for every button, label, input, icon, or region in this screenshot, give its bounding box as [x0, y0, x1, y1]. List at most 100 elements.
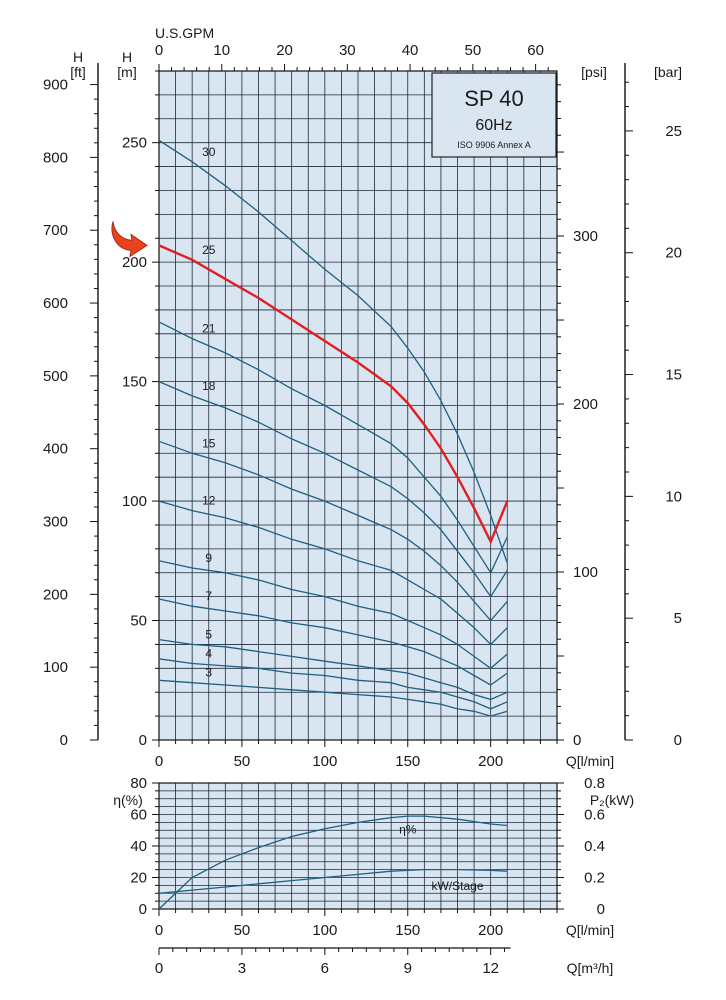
curve-label-15: 15 — [202, 436, 216, 450]
gpm-axis-label: U.S.GPM — [155, 25, 214, 41]
m3h-tick-label: 9 — [404, 960, 412, 977]
ft-tick-label: 500 — [43, 368, 68, 385]
ft-tick-label: 900 — [43, 77, 68, 94]
head-curve-panel: 30 25 21 18 15 12 9 7 5 4 3 — [111, 70, 558, 741]
ft-tick-label: 0 — [60, 732, 68, 749]
bar-tick-label: 0 — [674, 732, 682, 749]
ft-tick-label: 100 — [43, 659, 68, 676]
ft-tick-label: 700 — [43, 222, 68, 239]
power-curve-label: kW/Stage — [431, 879, 483, 893]
gpm-tick-label: 30 — [339, 42, 356, 59]
curve-label-25: 25 — [202, 243, 216, 257]
m3h-tick-label: 0 — [155, 960, 163, 977]
bar-tick-label: 25 — [665, 123, 682, 140]
eta-tick-label: 40 — [130, 838, 147, 855]
curve-label-21: 21 — [202, 322, 216, 336]
bar-tick-label: 15 — [665, 367, 682, 384]
m3h-axis-label: Q[m³/h] — [567, 960, 614, 976]
flow2-tick-label: 100 — [312, 922, 337, 939]
flow2-tick-label: 200 — [478, 922, 503, 939]
head-curve-4 — [158, 658, 508, 710]
head-curve-18 — [158, 381, 508, 598]
power-axis-label: P₂(kW) — [590, 792, 634, 808]
title-standard: ISO 9906 Annex A — [457, 140, 531, 150]
ft-tick-label: 200 — [43, 586, 68, 603]
eta-curve — [158, 815, 508, 910]
head-curve-30 — [158, 139, 508, 564]
psi-tick-label: 0 — [573, 732, 581, 749]
curve-label-5: 5 — [205, 627, 212, 641]
flow-tick-label: 150 — [395, 753, 420, 770]
curve-label-3: 3 — [205, 666, 212, 680]
flow-tick-label: 200 — [478, 753, 503, 770]
eta-axis-label: η(%) — [113, 792, 143, 808]
eta-curve-label: η% — [399, 822, 417, 836]
head-curve-5 — [158, 638, 508, 701]
power-tick-label: 0 — [597, 901, 605, 918]
title-main: SP 40 — [464, 86, 524, 111]
curve-label-30: 30 — [202, 145, 216, 159]
psi-tick-label: 100 — [573, 564, 598, 581]
gpm-tick-label: 0 — [155, 42, 163, 59]
head-curve-3 — [158, 679, 508, 717]
power-curve — [158, 868, 508, 894]
title-box: SP 40 60Hz ISO 9906 Annex A — [431, 72, 557, 158]
head-curve-21 — [158, 321, 508, 575]
flow-tick-label: 50 — [234, 753, 251, 770]
flow-tick-label: 100 — [312, 753, 337, 770]
m-tick-label: 0 — [139, 732, 147, 749]
power-tick-label: 0.4 — [584, 838, 605, 855]
flow2-tick-label: 50 — [234, 922, 251, 939]
eta-tick-label: 80 — [130, 775, 147, 792]
psi-tick-label: 300 — [573, 228, 598, 245]
title-freq: 60Hz — [475, 117, 512, 134]
m-tick-label: 250 — [122, 135, 147, 152]
m-tick-label: 150 — [122, 374, 147, 391]
flow2-tick-label: 0 — [155, 922, 163, 939]
highlight-arrow-icon — [111, 221, 148, 258]
m3h-tick-label: 12 — [482, 960, 499, 977]
ft-tick-label: 300 — [43, 514, 68, 531]
psi-axis-label: [psi] — [581, 64, 607, 80]
flow2-axis-label: Q[l/min] — [566, 922, 614, 938]
flow-tick-label: 0 — [155, 753, 163, 770]
curve-label-12: 12 — [202, 494, 216, 508]
m-tick-label: 50 — [130, 613, 147, 630]
power-tick-label: 0.2 — [584, 870, 605, 887]
ft-axis-label-unit: [ft] — [70, 64, 86, 80]
head-curve-7 — [158, 598, 508, 686]
ft-tick-label: 400 — [43, 441, 68, 458]
head-curve-25 — [158, 244, 509, 545]
bar-axis-label: [bar] — [654, 64, 682, 80]
m-axis-label-unit: [m] — [117, 64, 136, 80]
efficiency-power-panel: η% kW/Stage — [158, 782, 558, 910]
eta-tick-label: 20 — [130, 870, 147, 887]
power-tick-label: 0.8 — [584, 775, 605, 792]
ft-axis-label-h: H — [73, 49, 83, 65]
axes-layer: 0100200300400500600700800900H[ft]0501001… — [43, 25, 682, 977]
ft-tick-label: 800 — [43, 149, 68, 166]
title-box-frame — [431, 72, 557, 158]
curve-label-4: 4 — [205, 647, 212, 661]
curve-label-9: 9 — [205, 551, 212, 565]
eta-tick-label: 0 — [139, 901, 147, 918]
flow2-tick-label: 150 — [395, 922, 420, 939]
eta-tick-label: 60 — [130, 807, 147, 824]
bar-tick-label: 5 — [674, 610, 682, 627]
head-curve-12 — [158, 500, 508, 646]
m-axis-label-h: H — [122, 49, 132, 65]
curve-label-18: 18 — [202, 379, 216, 393]
head-curve-9 — [158, 560, 508, 670]
gpm-tick-label: 10 — [213, 42, 230, 59]
head-curve-15 — [158, 440, 508, 622]
gpm-tick-label: 20 — [276, 42, 293, 59]
m3h-tick-label: 6 — [321, 960, 329, 977]
m-tick-label: 100 — [122, 493, 147, 510]
curve-label-7: 7 — [205, 589, 212, 603]
gpm-tick-label: 40 — [402, 42, 419, 59]
gpm-tick-label: 50 — [464, 42, 481, 59]
ft-tick-label: 600 — [43, 295, 68, 312]
bar-tick-label: 20 — [665, 245, 682, 262]
gpm-tick-label: 60 — [527, 42, 544, 59]
